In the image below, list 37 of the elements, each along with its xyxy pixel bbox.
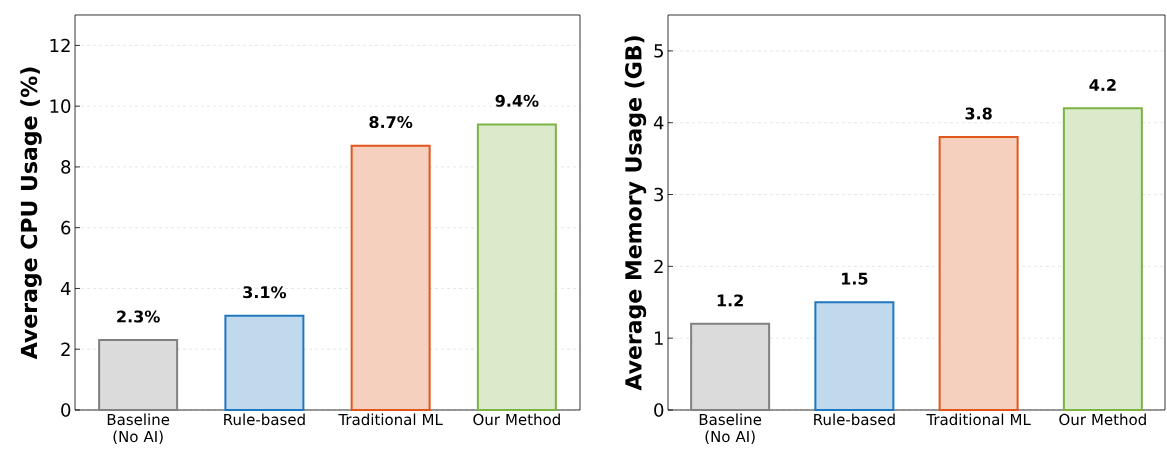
y-tick-label: 8 (61, 160, 71, 174)
data-label: 4.2 (1089, 78, 1116, 91)
y-tick-label: 6 (61, 220, 71, 235)
bar (1062, 107, 1143, 411)
y-tick-label: 0 (61, 403, 71, 417)
data-label: 9.4% (495, 94, 539, 107)
x-tick-label: Our Method (473, 413, 560, 426)
data-label: 1.5 (842, 272, 868, 285)
bar (350, 144, 431, 411)
x-tick-label: Rule-based (814, 413, 895, 426)
y-tick-label: 3 (654, 187, 664, 202)
x-tick-label: Our Method (1059, 413, 1146, 426)
bar (938, 136, 1019, 411)
y-tick-label: 12 (50, 38, 70, 53)
y-tick-label: 2 (654, 259, 663, 274)
y-tick-label: 4 (653, 116, 664, 130)
data-label: 8.7% (369, 116, 413, 129)
bar (224, 314, 305, 411)
y-tick-label: 4 (60, 281, 71, 296)
x-tick-label: Traditional ML (338, 413, 443, 426)
x-tick-label: Traditional ML (926, 413, 1031, 426)
y-tick-label: 10 (50, 99, 71, 113)
x-tick-label: Baseline (No AI) (107, 413, 170, 444)
bar (476, 123, 557, 411)
y-tick-label: 0 (654, 403, 664, 417)
bar (814, 301, 895, 411)
data-label: 3.8 (965, 107, 992, 120)
data-label: 2.3% (117, 310, 160, 323)
y-axis-title: Average Memory Usage (GB) (624, 36, 647, 391)
x-tick-label: Baseline (No AI) (699, 413, 762, 444)
x-tick-label: Rule-based (224, 413, 305, 426)
data-label: 1.2 (717, 294, 743, 307)
y-tick-label: 2 (61, 342, 70, 356)
data-label: 3.1% (243, 286, 287, 299)
y-tick-label: 1 (655, 331, 663, 345)
y-tick-label: 5 (654, 44, 663, 58)
y-axis-title: Average CPU Usage (%) (20, 67, 42, 360)
